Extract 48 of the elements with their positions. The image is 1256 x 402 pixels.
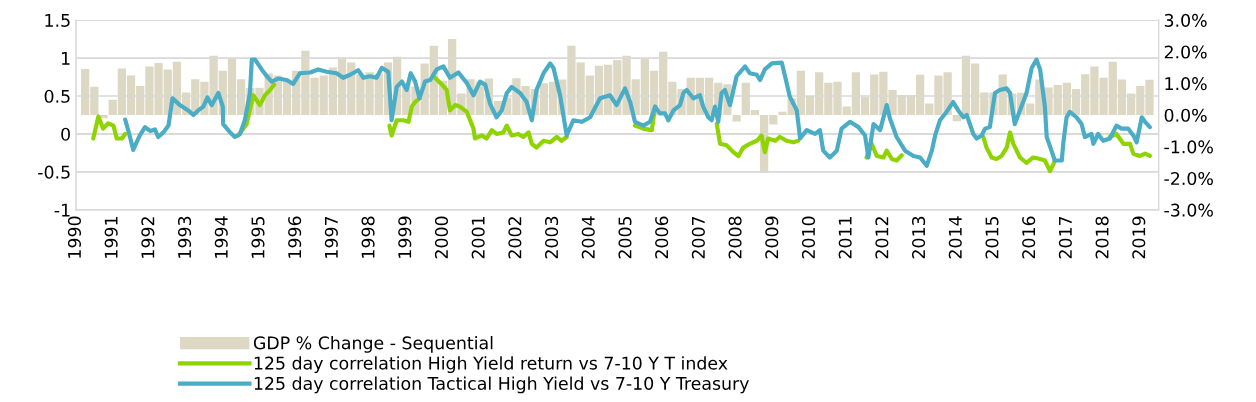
y2-tick-label: 1.0% <box>1165 77 1207 91</box>
x-tick-label: 1993 <box>178 216 192 258</box>
x-tick-label: 2007 <box>691 216 705 259</box>
x-tick-label: 2008 <box>728 216 742 259</box>
x-tick-label: 2006 <box>655 216 669 259</box>
y-tick-label: 1.5 <box>45 14 70 27</box>
y-tick-label: -1 <box>54 203 70 217</box>
x-tick-label: 2014 <box>948 216 962 259</box>
line-series <box>123 57 1152 168</box>
x-tick-label: 2018 <box>1095 216 1109 259</box>
x-tick-label: 1991 <box>104 217 118 258</box>
x-tick-label: 2019 <box>1132 216 1146 259</box>
x-tick-label: 2002 <box>508 217 522 259</box>
x-tick-label: 2015 <box>985 216 999 259</box>
y-tick-label: 0.5 <box>44 89 70 103</box>
y-tick-label: 1 <box>61 51 70 65</box>
legend-label: 125 day correlation High Yield return vs 7-10 Y T index <box>254 356 728 374</box>
y2-tick-label: 2.0% <box>1164 45 1207 59</box>
x-tick-label: 1994 <box>214 216 228 258</box>
x-tick-label: 1990 <box>67 216 82 258</box>
x-tick-label: 1999 <box>398 216 412 258</box>
y2-tick-label: -2.0% <box>1164 171 1213 186</box>
x-tick-label: 1996 <box>288 216 302 258</box>
x-tick-label: 2003 <box>545 216 559 259</box>
x-tick-label: 2010 <box>801 216 816 259</box>
x-tick-label: 1997 <box>324 216 338 258</box>
x-tick-label: 2017 <box>1058 216 1072 259</box>
x-tick-label: 2011 <box>838 217 852 259</box>
y-tick-label: -0.5 <box>38 165 70 179</box>
y-tick-label: 0 <box>61 127 70 141</box>
x-tick-label: 1995 <box>251 216 265 258</box>
x-tick-label: 2000 <box>434 216 449 259</box>
x-tick-label: 2005 <box>618 216 632 259</box>
y2-tick-label: -3.0% <box>1164 203 1213 217</box>
x-tick-label: 2016 <box>1022 216 1036 259</box>
x-tick-label: 2001 <box>471 217 485 259</box>
y2-tick-label: 3.0% <box>1164 13 1207 27</box>
x-tick-label: 2009 <box>765 216 779 259</box>
legend-label: 125 day correlation Tactical High Yield vs 7-10 Y Treasury <box>254 376 749 394</box>
bar <box>732 114 741 122</box>
x-tick-label: 2004 <box>581 216 595 259</box>
x-tick-label: 1992 <box>141 217 155 258</box>
y2-tick-label: -1.0% <box>1164 140 1213 154</box>
x-tick-label: 2013 <box>912 216 926 259</box>
legend-label: GDP % Change - Sequential <box>253 335 493 353</box>
y2-tick-label: 0.0% <box>1164 108 1207 122</box>
x-tick-label: 1998 <box>361 216 375 258</box>
x-tick-label: 2012 <box>875 217 889 259</box>
